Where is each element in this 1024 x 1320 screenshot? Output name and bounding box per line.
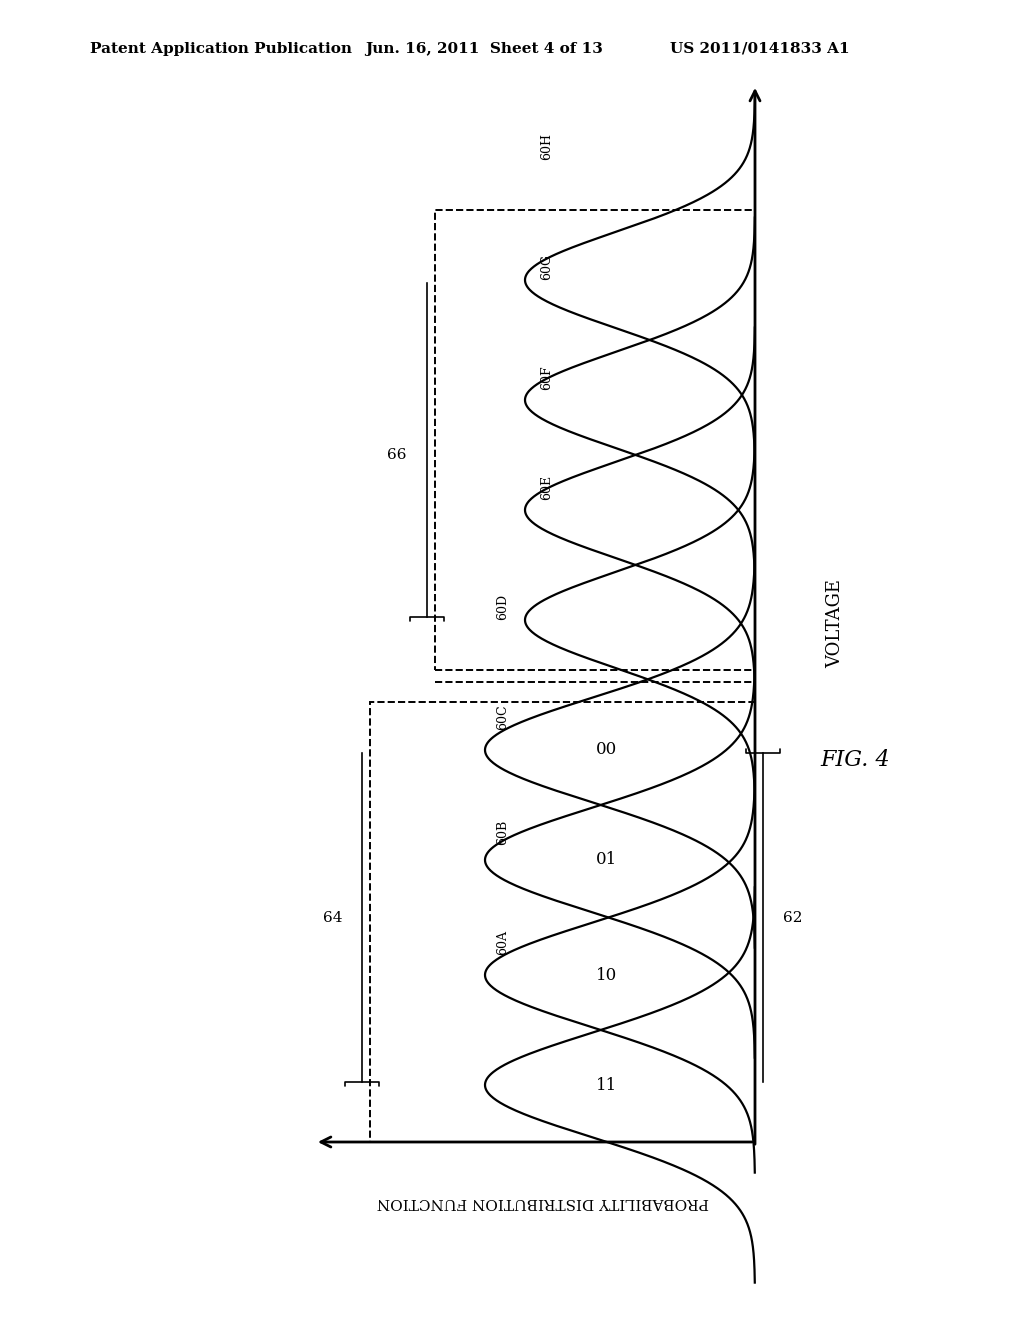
Text: 60B: 60B xyxy=(497,820,510,845)
Text: 60E: 60E xyxy=(541,475,554,500)
Text: 01: 01 xyxy=(596,851,617,869)
Text: 11: 11 xyxy=(596,1077,617,1093)
Text: 64: 64 xyxy=(323,911,342,924)
Text: 66: 66 xyxy=(387,447,407,462)
Text: 00: 00 xyxy=(596,742,617,759)
Text: Jun. 16, 2011  Sheet 4 of 13: Jun. 16, 2011 Sheet 4 of 13 xyxy=(365,42,603,55)
Text: 60D: 60D xyxy=(497,594,510,620)
Text: 60F: 60F xyxy=(541,366,554,389)
Text: PROBABILITY DISTRIBUTION FUNCTION: PROBABILITY DISTRIBUTION FUNCTION xyxy=(377,1195,709,1209)
Text: 60A: 60A xyxy=(497,931,510,954)
Text: 60H: 60H xyxy=(541,133,554,160)
Text: 60G: 60G xyxy=(541,253,554,280)
Text: US 2011/0141833 A1: US 2011/0141833 A1 xyxy=(670,42,850,55)
Text: 62: 62 xyxy=(783,911,803,924)
Text: Patent Application Publication: Patent Application Publication xyxy=(90,42,352,55)
Text: FIG. 4: FIG. 4 xyxy=(820,748,890,771)
Text: VOLTAGE: VOLTAGE xyxy=(826,579,844,668)
Text: 10: 10 xyxy=(596,966,617,983)
Text: 60C: 60C xyxy=(497,705,510,730)
